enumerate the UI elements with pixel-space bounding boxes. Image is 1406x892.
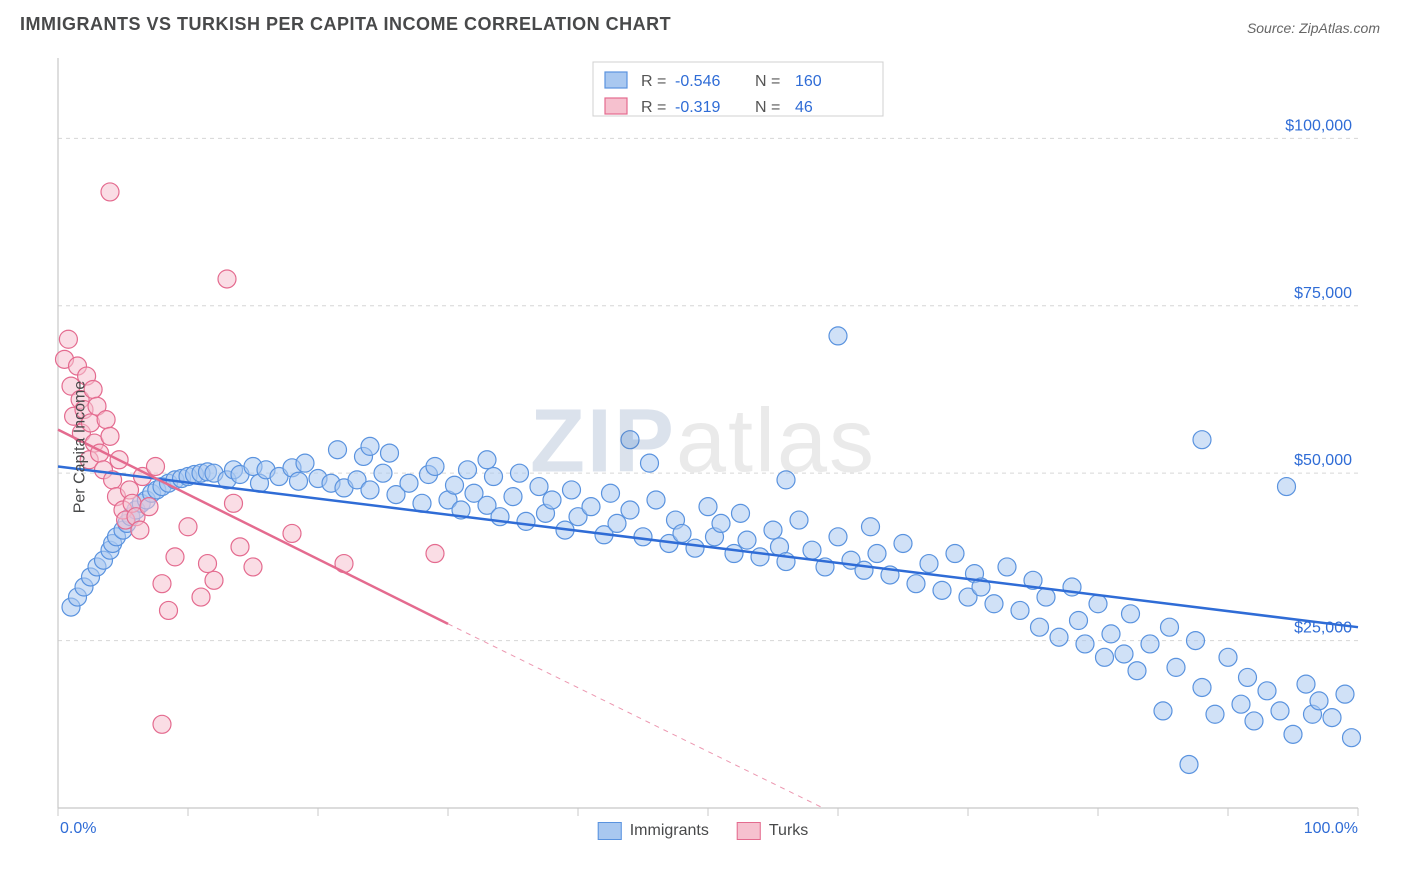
source-label: Source: ZipAtlas.com [1247, 20, 1380, 36]
svg-text:46: 46 [795, 99, 813, 116]
scatter-chart: $25,000$50,000$75,000$100,000R = -0.546N… [18, 48, 1388, 846]
svg-text:-0.319: -0.319 [675, 99, 720, 116]
svg-text:160: 160 [795, 73, 822, 90]
y-axis-label: Per Capita Income [71, 381, 89, 514]
svg-text:N =: N = [755, 99, 780, 116]
svg-text:$50,000: $50,000 [1294, 452, 1352, 469]
chart-container: Per Capita Income ZIPatlas $25,000$50,00… [18, 48, 1388, 846]
legend-item-turks: Turks [737, 822, 808, 840]
chart-title: IMMIGRANTS VS TURKISH PER CAPITA INCOME … [20, 14, 671, 35]
legend-item-immigrants: Immigrants [598, 822, 709, 840]
svg-text:N =: N = [755, 73, 780, 90]
x-axis-start-label: 0.0% [60, 820, 96, 838]
svg-text:R =: R = [641, 73, 666, 90]
svg-text:R =: R = [641, 99, 666, 116]
bottom-legend: Immigrants Turks [598, 822, 809, 840]
x-axis-end-label: 100.0% [1304, 820, 1358, 838]
svg-text:$75,000: $75,000 [1294, 285, 1352, 302]
svg-text:-0.546: -0.546 [675, 73, 720, 90]
svg-text:$100,000: $100,000 [1285, 117, 1352, 134]
